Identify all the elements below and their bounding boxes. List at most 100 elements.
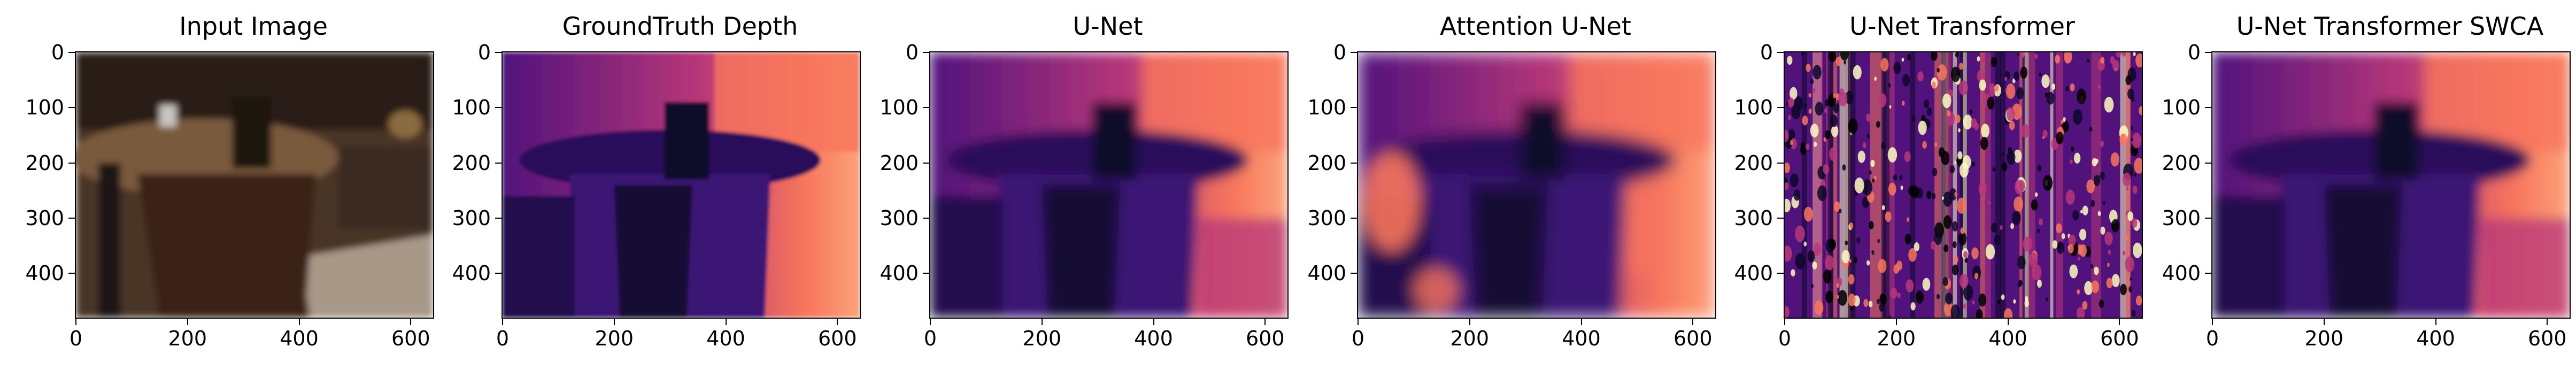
panel-image	[1784, 51, 2143, 319]
x-tick-label: 0	[2205, 327, 2219, 350]
panel-title: U-Net Transformer	[1849, 12, 2075, 41]
x-tick-mark	[930, 319, 931, 325]
panel-title: Attention U-Net	[1440, 12, 1631, 41]
y-tick-mark	[2205, 273, 2211, 274]
y-tick-mark	[68, 273, 75, 274]
y-tick-mark	[495, 218, 502, 219]
panel-image	[1357, 51, 1716, 319]
y-tick-label: 300	[452, 206, 491, 230]
y-tick-label: 100	[1734, 96, 1773, 120]
x-tick-mark	[725, 319, 727, 325]
x-tick-label: 600	[1673, 327, 1713, 350]
x-tick-label: 200	[595, 327, 634, 350]
x-tick-label: 200	[1450, 327, 1490, 350]
panel-image	[2211, 51, 2571, 319]
y-tick-label: 0	[1333, 41, 1346, 64]
x-tick-label: 200	[2304, 327, 2344, 350]
x-tick-mark	[1469, 319, 1470, 325]
x-tick-mark	[187, 319, 188, 325]
x-tick-label: 600	[2100, 327, 2139, 350]
y-tick-label: 100	[2162, 96, 2201, 120]
y-tick-mark	[495, 162, 502, 164]
y-tick-label: 100	[880, 96, 919, 120]
x-tick-mark	[613, 319, 615, 325]
panel-image	[502, 51, 861, 319]
y-tick-mark	[1777, 107, 1784, 109]
x-tick-mark	[298, 319, 300, 325]
y-tick-label: 0	[477, 41, 491, 64]
y-tick-mark	[495, 52, 502, 53]
y-tick-label: 200	[25, 151, 64, 175]
x-tick-label: 200	[1877, 327, 1916, 350]
panel-image	[929, 51, 1289, 319]
y-tick-mark	[1777, 273, 1784, 274]
y-tick-label: 0	[1760, 41, 1773, 64]
x-tick-mark	[410, 319, 412, 325]
x-tick-mark	[1264, 319, 1266, 325]
x-tick-label: 600	[2527, 327, 2567, 350]
x-tick-mark	[75, 319, 76, 325]
y-tick-mark	[1351, 218, 1357, 219]
x-tick-mark	[1041, 319, 1043, 325]
y-tick-label: 400	[25, 261, 64, 286]
x-tick-label: 400	[1562, 327, 1601, 350]
y-tick-mark	[1777, 162, 1784, 164]
y-tick-mark	[1351, 107, 1357, 109]
y-tick-label: 300	[880, 206, 919, 230]
panel-title: U-Net	[1073, 12, 1143, 41]
x-tick-label: 600	[391, 327, 430, 350]
y-tick-mark	[2205, 107, 2211, 109]
y-tick-label: 100	[25, 96, 64, 120]
y-tick-mark	[2205, 52, 2211, 53]
y-tick-mark	[1351, 52, 1357, 53]
x-tick-label: 0	[1778, 327, 1792, 350]
y-tick-label: 200	[1307, 151, 1346, 175]
x-tick-mark	[2435, 319, 2436, 325]
y-tick-label: 400	[2162, 261, 2201, 286]
x-tick-mark	[2119, 319, 2120, 325]
y-tick-mark	[495, 273, 502, 274]
x-tick-mark	[1895, 319, 1897, 325]
x-tick-mark	[1692, 319, 1694, 325]
x-tick-mark	[502, 319, 503, 325]
panel-image	[75, 51, 434, 319]
x-tick-label: 200	[1022, 327, 1062, 350]
y-tick-mark	[923, 162, 929, 164]
y-tick-mark	[923, 107, 929, 109]
x-tick-label: 600	[1245, 327, 1285, 350]
x-tick-label: 0	[1351, 327, 1365, 350]
y-tick-label: 100	[1307, 96, 1346, 120]
x-tick-mark	[2547, 319, 2548, 325]
x-tick-label: 400	[706, 327, 745, 350]
x-tick-label: 600	[817, 327, 857, 350]
y-tick-label: 200	[1734, 151, 1773, 175]
y-tick-label: 400	[1307, 261, 1346, 286]
y-tick-label: 100	[452, 96, 491, 120]
y-tick-mark	[923, 218, 929, 219]
y-tick-mark	[1777, 52, 1784, 53]
x-tick-label: 200	[168, 327, 207, 350]
y-tick-label: 300	[1734, 206, 1773, 230]
y-tick-label: 0	[2187, 41, 2201, 64]
y-tick-label: 0	[905, 41, 919, 64]
y-tick-mark	[923, 52, 929, 53]
panel-title: U-Net Transformer SWCA	[2236, 12, 2544, 41]
x-tick-label: 0	[69, 327, 83, 350]
y-tick-mark	[68, 107, 75, 109]
y-tick-mark	[923, 273, 929, 274]
x-tick-label: 400	[280, 327, 319, 350]
x-tick-label: 0	[496, 327, 510, 350]
y-tick-label: 300	[1307, 206, 1346, 230]
x-tick-mark	[837, 319, 838, 325]
x-tick-mark	[2007, 319, 2009, 325]
x-tick-label: 400	[1988, 327, 2027, 350]
y-tick-mark	[1777, 218, 1784, 219]
y-tick-mark	[2205, 218, 2211, 219]
y-tick-mark	[68, 218, 75, 219]
x-tick-mark	[1358, 319, 1359, 325]
panel-title: GroundTruth Depth	[562, 12, 798, 41]
y-tick-mark	[68, 162, 75, 164]
x-tick-mark	[2212, 319, 2213, 325]
y-tick-mark	[2205, 162, 2211, 164]
